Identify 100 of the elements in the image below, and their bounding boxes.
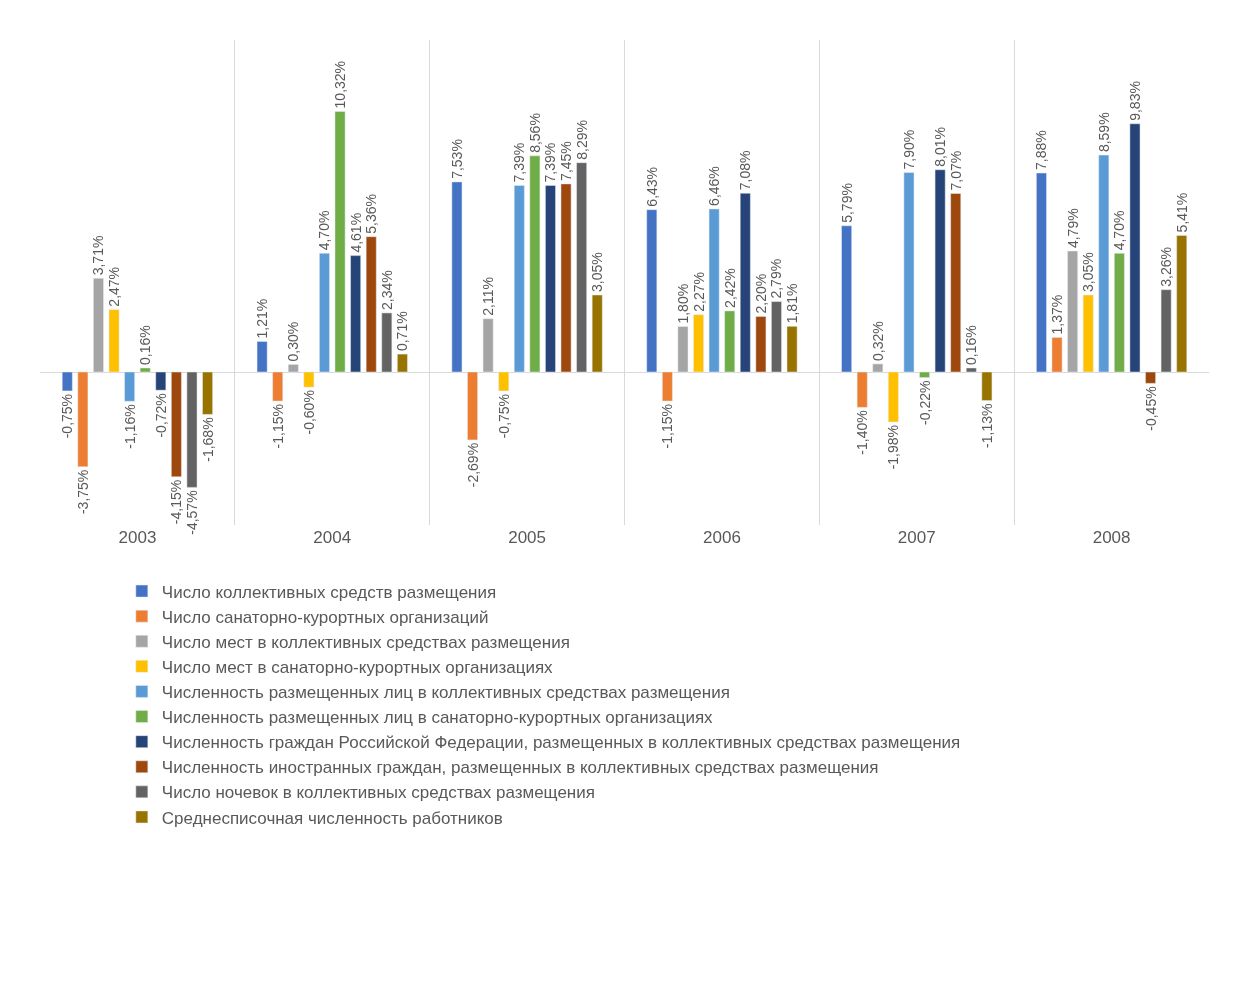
bar	[171, 371, 182, 478]
data-label: 6,43%	[643, 166, 660, 207]
data-label: 5,36%	[363, 193, 380, 234]
bar	[724, 310, 736, 373]
data-label: 4,61%	[347, 212, 364, 253]
data-label: -1,16%	[121, 404, 138, 449]
legend-label: Численность размещенных лиц в коллективных средствах размещения	[161, 683, 730, 703]
bar	[77, 371, 89, 467]
bar	[919, 371, 930, 378]
data-label: 5,79%	[838, 183, 855, 223]
data-label: 7,88%	[1033, 130, 1050, 171]
data-label: 10,32%	[332, 60, 349, 109]
legend-label: Численность иностранных граждан, размещенных в коллективных средствах размещения	[161, 758, 879, 778]
data-label: 2,79%	[768, 258, 785, 299]
data-label: 9,83%	[1126, 81, 1143, 121]
data-label: 3,05%	[1080, 252, 1097, 292]
data-label: 2,42%	[721, 268, 738, 308]
bar	[319, 253, 330, 373]
data-label: 7,53%	[448, 139, 465, 179]
legend-label: Число санаторно-курортных организаций	[161, 607, 489, 627]
x-tick-label: 2007	[897, 528, 936, 547]
bar	[529, 155, 541, 373]
bar	[1082, 294, 1094, 373]
data-label: 2,34%	[378, 270, 395, 310]
bar	[202, 371, 213, 415]
data-label: 7,90%	[900, 129, 917, 170]
data-label: -0,75%	[495, 393, 512, 439]
data-label: -1,13%	[978, 403, 995, 448]
bar	[498, 371, 510, 392]
bar	[139, 367, 151, 373]
data-label: -1,15%	[659, 404, 676, 449]
bar	[186, 371, 198, 488]
data-label: 7,07%	[947, 150, 964, 191]
data-label: 7,39%	[511, 142, 528, 183]
bar	[755, 316, 767, 373]
data-label: 2,47%	[106, 266, 123, 307]
x-tick-label: 2005	[508, 528, 546, 547]
data-label: 8,29%	[573, 119, 590, 160]
bar	[124, 371, 135, 402]
data-label: -3,75%	[74, 469, 91, 515]
bar	[350, 255, 361, 373]
data-label: 4,79%	[1064, 208, 1081, 249]
data-label: 7,45%	[558, 141, 575, 181]
data-label: -2,69%	[464, 442, 481, 488]
bar	[108, 309, 120, 373]
legend-label: Число мест в санаторно-курортных организациях	[161, 657, 554, 677]
bar	[256, 341, 268, 373]
bar	[467, 371, 478, 441]
bar	[708, 208, 720, 373]
bar	[950, 193, 962, 373]
legend-label: Число мест в коллективных средствах размещения	[161, 632, 570, 652]
bar	[739, 192, 751, 373]
bar	[646, 209, 658, 373]
data-label: 7,08%	[737, 150, 754, 191]
data-label: -0,22%	[916, 380, 933, 425]
bar	[1098, 154, 1110, 373]
data-label: 8,56%	[526, 113, 543, 153]
x-tick-label: 2008	[1092, 528, 1131, 547]
data-label: 4,70%	[316, 210, 333, 251]
data-label: 3,71%	[90, 235, 107, 276]
data-label: 2,27%	[690, 271, 707, 312]
data-label: 1,37%	[1049, 294, 1066, 335]
data-label: -0,75%	[59, 393, 76, 439]
bar	[786, 326, 798, 373]
bar	[1129, 123, 1141, 373]
x-tick-label: 2004	[313, 528, 352, 547]
bar	[934, 169, 946, 373]
data-label: 1,80%	[674, 283, 691, 324]
bar	[545, 185, 556, 373]
bar	[560, 183, 572, 373]
data-label: 0,16%	[963, 325, 980, 365]
bar	[981, 371, 993, 401]
bar	[381, 312, 393, 373]
data-label: -0,45%	[1142, 386, 1159, 431]
bar	[965, 367, 977, 373]
data-label: 0,32%	[869, 321, 886, 361]
data-label: 6,46%	[706, 166, 723, 206]
bar	[841, 225, 852, 373]
data-label: -1,98%	[885, 425, 902, 470]
legend-label: Число ночевок в коллективных средствах размещения	[161, 783, 595, 803]
x-tick-label: 2003	[118, 528, 157, 547]
bar	[872, 363, 884, 373]
data-label: 0,16%	[137, 325, 154, 365]
bar	[693, 314, 704, 373]
bar	[397, 353, 408, 373]
data-label: -1,40%	[854, 410, 871, 455]
data-label: -0,60%	[300, 390, 317, 435]
bar	[1036, 172, 1047, 373]
data-label: 1,81%	[784, 283, 801, 324]
data-label: 7,39%	[542, 142, 559, 183]
bar	[591, 294, 603, 373]
bar	[365, 236, 377, 373]
bar	[677, 326, 689, 373]
x-tick-label: 2006	[703, 528, 741, 547]
bar	[303, 371, 315, 388]
bar	[1067, 250, 1078, 373]
bar	[287, 364, 299, 373]
data-label: -4,15%	[168, 479, 185, 525]
bar	[662, 371, 673, 402]
data-label: 1,21%	[254, 298, 271, 339]
